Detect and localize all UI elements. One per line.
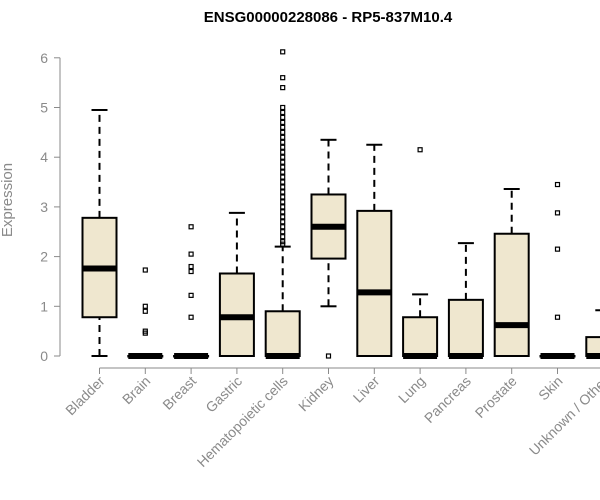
box-5 xyxy=(310,138,347,359)
y-tick-label-4: 4 xyxy=(40,149,48,165)
outlier-2-2 xyxy=(188,268,194,275)
outlier-4-20 xyxy=(280,144,286,150)
x-tick-label-2: Breast xyxy=(159,373,199,413)
outlier-4-19 xyxy=(280,149,286,155)
box-2 xyxy=(173,224,210,359)
outlier-5-0 xyxy=(325,353,332,359)
outlier-4-13 xyxy=(280,179,286,185)
x-tick-label-9: Prostate xyxy=(472,373,520,421)
y-tick-label-0: 0 xyxy=(40,348,48,364)
x-tick-label-1: Brain xyxy=(119,373,153,407)
box-9 xyxy=(493,188,530,358)
outlier-4-2 xyxy=(280,234,286,240)
outlier-10-2 xyxy=(554,210,561,216)
outlier-4-12 xyxy=(280,184,286,190)
outlier-4-10 xyxy=(280,194,286,200)
box-rect-11 xyxy=(585,336,600,358)
box-7 xyxy=(402,147,439,359)
y-tick-label-6: 6 xyxy=(40,50,48,66)
x-tick-label-3: Gastric xyxy=(202,373,245,416)
outlier-4-1 xyxy=(280,239,286,245)
y-tick-label-5: 5 xyxy=(40,100,48,116)
box-1 xyxy=(127,267,164,359)
outlier-4-25 xyxy=(280,119,286,126)
box-11 xyxy=(585,309,600,359)
outlier-4-8 xyxy=(280,204,286,210)
outlier-4-28 xyxy=(280,104,286,111)
box-3 xyxy=(218,211,255,357)
y-axis: 0 1 2 3 4 5 6 xyxy=(40,50,61,364)
x-tick-label-5: Kidney xyxy=(295,373,337,415)
outlier-4-11 xyxy=(280,189,286,195)
outlier-2-3 xyxy=(188,263,194,270)
outlier-4-15 xyxy=(280,169,286,175)
outlier-4-6 xyxy=(280,214,286,220)
x-tick-label-10: Skin xyxy=(535,373,566,404)
outlier-4-3 xyxy=(280,229,286,235)
outlier-4-31 xyxy=(280,49,286,55)
outlier-2-4 xyxy=(188,251,194,257)
box-0 xyxy=(81,108,118,357)
x-tick-label-0: Bladder xyxy=(62,373,108,419)
outlier-4-18 xyxy=(280,154,286,160)
outlier-4-14 xyxy=(280,174,286,180)
outlier-4-22 xyxy=(280,134,286,140)
box-8 xyxy=(447,242,484,359)
outlier-4-29 xyxy=(280,85,286,91)
outlier-4-4 xyxy=(280,224,286,230)
outlier-4-5 xyxy=(280,219,286,225)
outlier-4-30 xyxy=(280,75,286,81)
chart-title: ENSG00000228086 - RP5-837M10.4 xyxy=(204,9,453,26)
outlier-4-26 xyxy=(280,114,286,121)
outlier-1-2 xyxy=(142,308,148,314)
outlier-2-1 xyxy=(188,292,194,298)
box-10 xyxy=(539,181,576,359)
y-tick-label-2: 2 xyxy=(40,249,48,265)
outlier-1-4 xyxy=(142,267,148,273)
outlier-7-0 xyxy=(417,147,423,153)
outlier-1-1 xyxy=(142,328,148,334)
outlier-4-23 xyxy=(280,129,286,135)
outlier-2-0 xyxy=(188,314,194,320)
box-rect-7 xyxy=(402,316,439,358)
outlier-1-3 xyxy=(142,303,148,309)
outlier-4-21 xyxy=(280,139,286,145)
outlier-4-27 xyxy=(280,109,286,116)
outlier-4-17 xyxy=(280,159,286,165)
x-tick-label-6: Liver xyxy=(350,373,383,406)
y-axis-label: Expression xyxy=(0,163,16,237)
outlier-10-1 xyxy=(554,246,561,252)
outlier-10-0 xyxy=(554,314,561,320)
boxes xyxy=(81,49,600,359)
box-rect-4 xyxy=(264,310,301,357)
box-rect-6 xyxy=(356,209,393,357)
x-tick-label-4: Hematopoietic cells xyxy=(194,373,291,470)
box-rect-8 xyxy=(447,298,484,357)
box-4 xyxy=(264,49,301,359)
box-6 xyxy=(356,143,393,357)
outlier-4-16 xyxy=(280,164,286,170)
box-rect-9 xyxy=(493,232,530,358)
y-tick-label-1: 1 xyxy=(40,298,48,314)
outlier-4-9 xyxy=(280,199,286,205)
x-tick-label-7: Lung xyxy=(395,373,428,406)
x-tick-label-8: Pancreas xyxy=(421,373,474,426)
outlier-4-24 xyxy=(280,124,286,130)
outlier-4-7 xyxy=(280,209,286,215)
outlier-10-3 xyxy=(554,181,561,188)
y-tick-label-3: 3 xyxy=(40,199,48,215)
outlier-2-5 xyxy=(188,224,194,230)
